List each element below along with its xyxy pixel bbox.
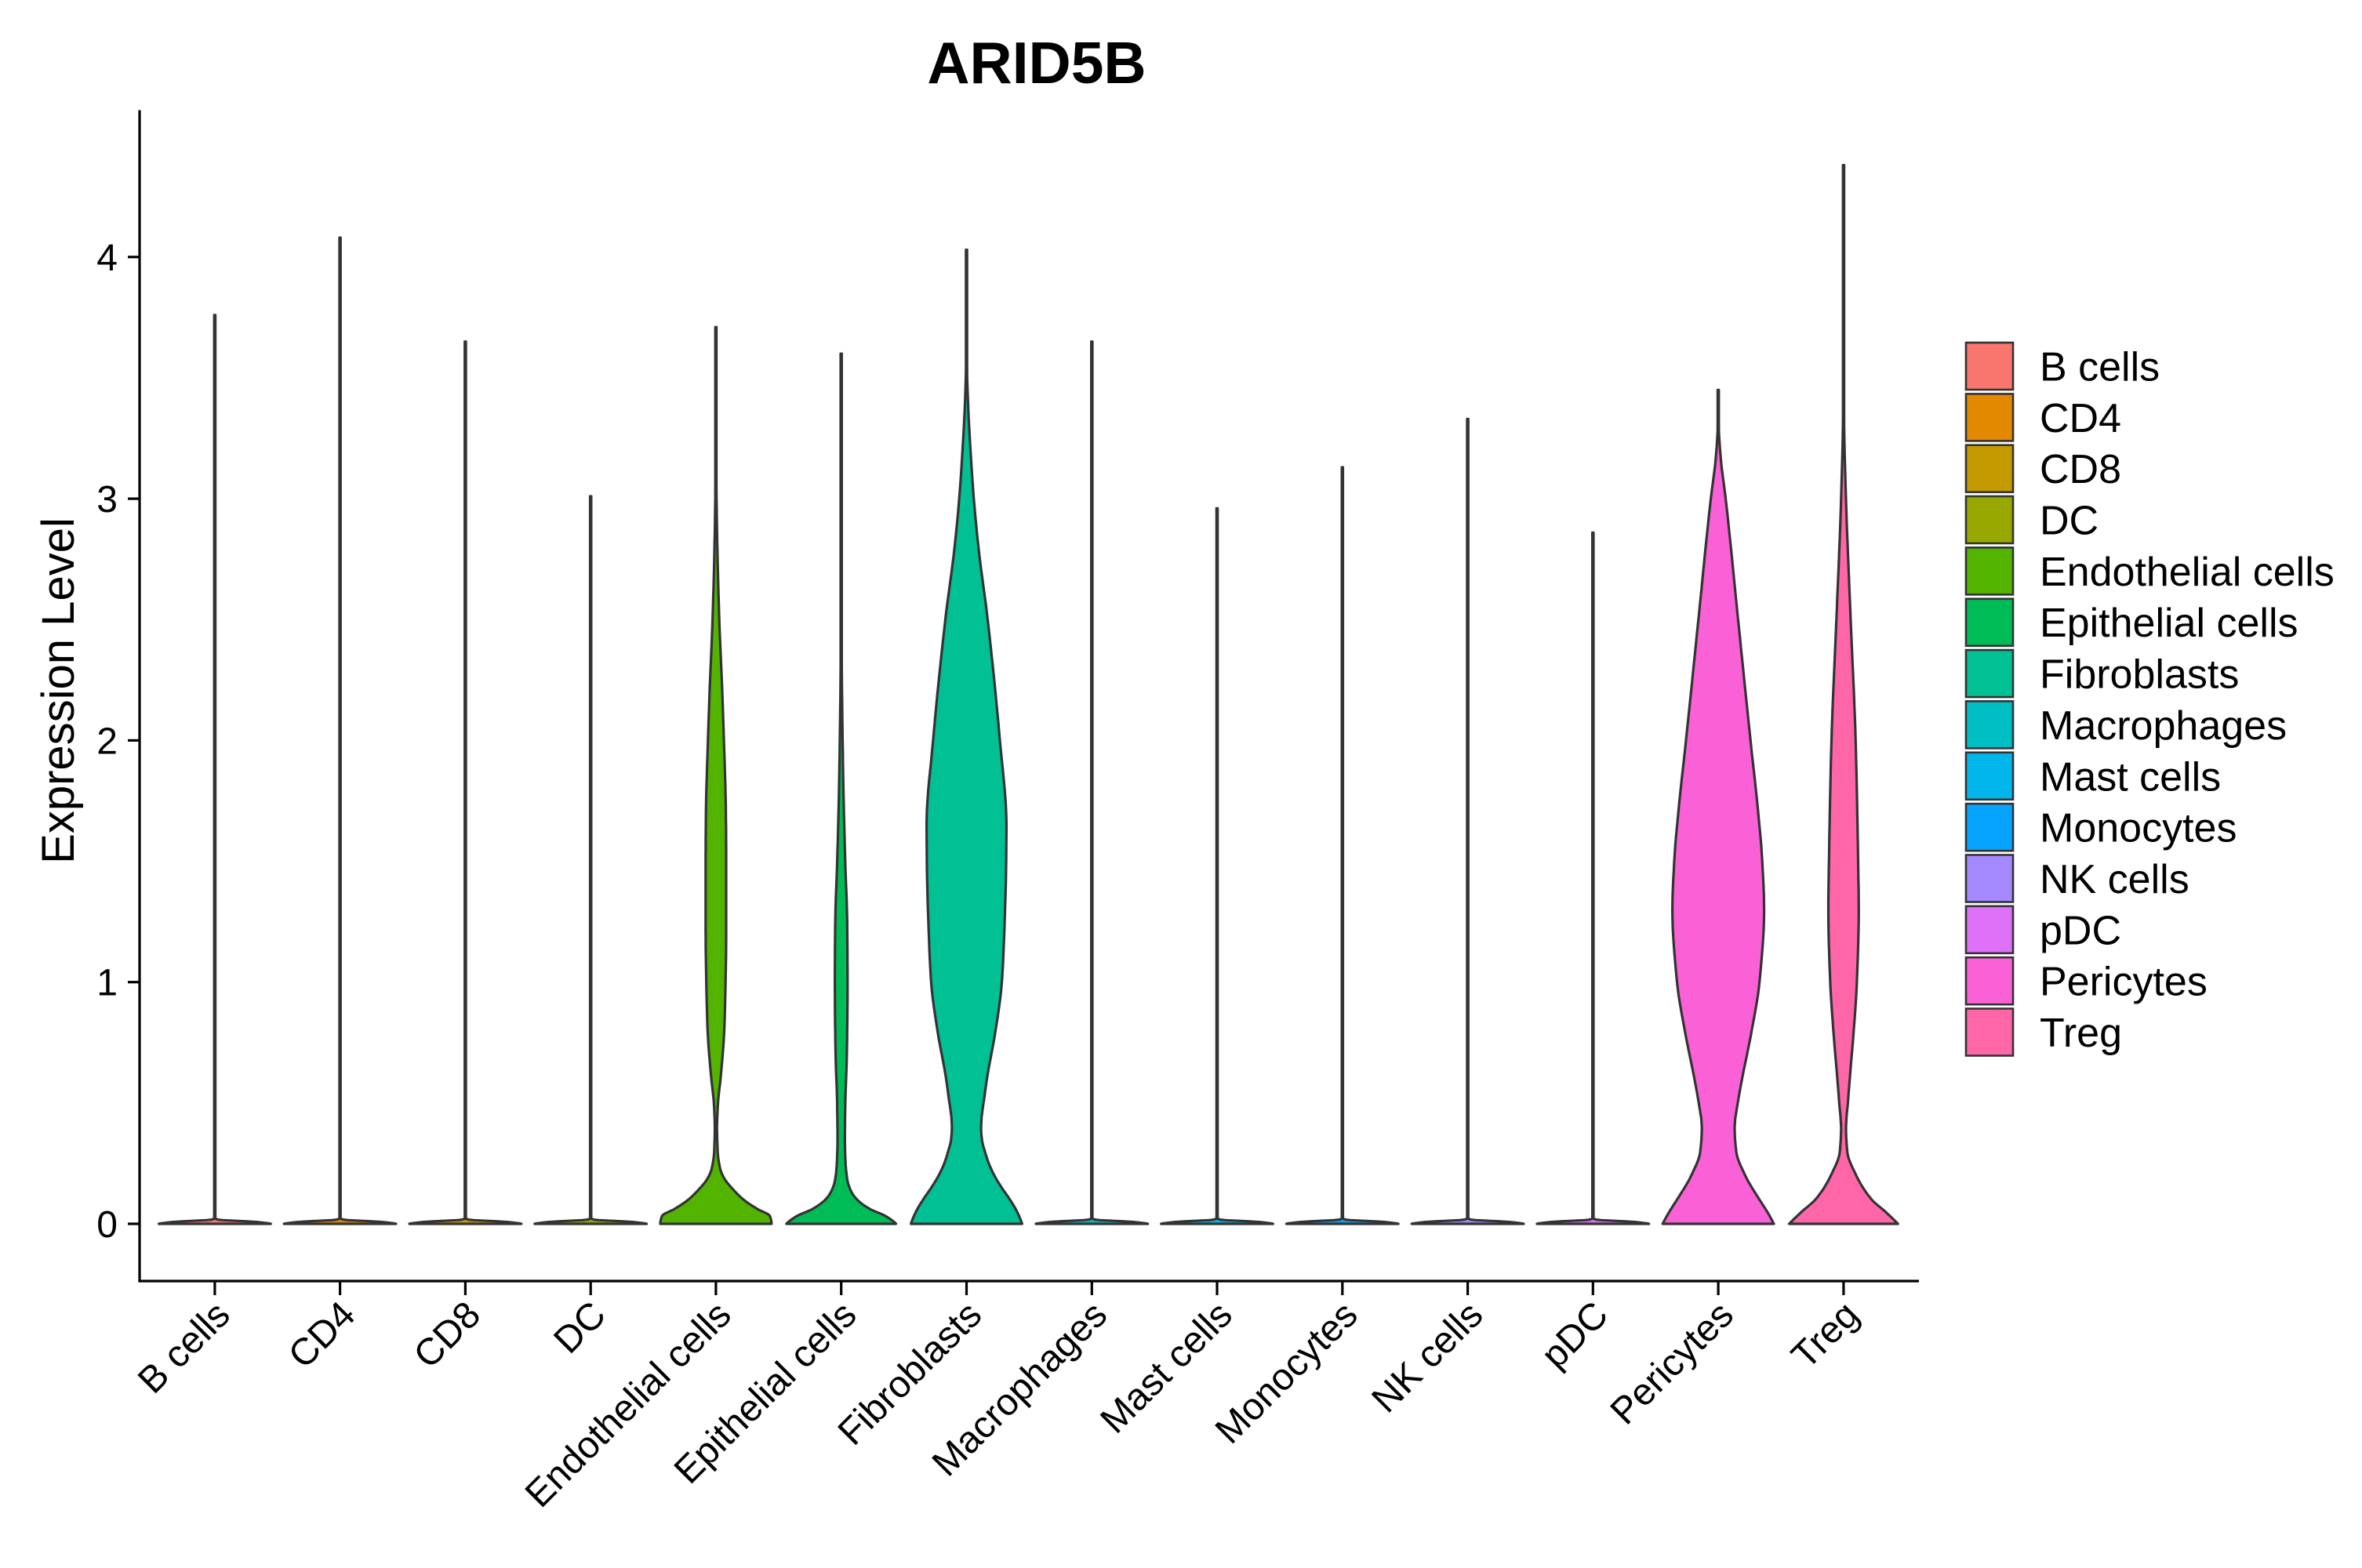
svg-text:4: 4: [96, 238, 118, 279]
svg-text:Fibroblasts: Fibroblasts: [2040, 652, 2239, 698]
svg-text:2: 2: [96, 720, 118, 762]
svg-text:Expression Level: Expression Level: [33, 517, 84, 864]
svg-text:Endothelial cells: Endothelial cells: [2040, 550, 2335, 595]
svg-text:0: 0: [96, 1204, 118, 1246]
svg-text:Epithelial cells: Epithelial cells: [2040, 601, 2298, 646]
svg-text:Pericytes: Pericytes: [2040, 960, 2208, 1005]
svg-text:ARID5B: ARID5B: [927, 30, 1146, 96]
svg-text:Monocytes: Monocytes: [2040, 806, 2237, 851]
svg-text:Mast cells: Mast cells: [2040, 754, 2221, 800]
svg-text:Macrophages: Macrophages: [2040, 703, 2287, 749]
svg-text:CD8: CD8: [2040, 447, 2121, 492]
svg-text:pDC: pDC: [2040, 908, 2121, 953]
svg-text:NK cells: NK cells: [2040, 857, 2189, 902]
svg-text:B cells: B cells: [2040, 345, 2160, 390]
svg-text:3: 3: [96, 479, 118, 521]
svg-text:CD4: CD4: [2040, 396, 2121, 441]
svg-text:DC: DC: [2040, 499, 2099, 544]
svg-text:1: 1: [96, 963, 118, 1004]
svg-text:Treg: Treg: [2040, 1011, 2122, 1056]
